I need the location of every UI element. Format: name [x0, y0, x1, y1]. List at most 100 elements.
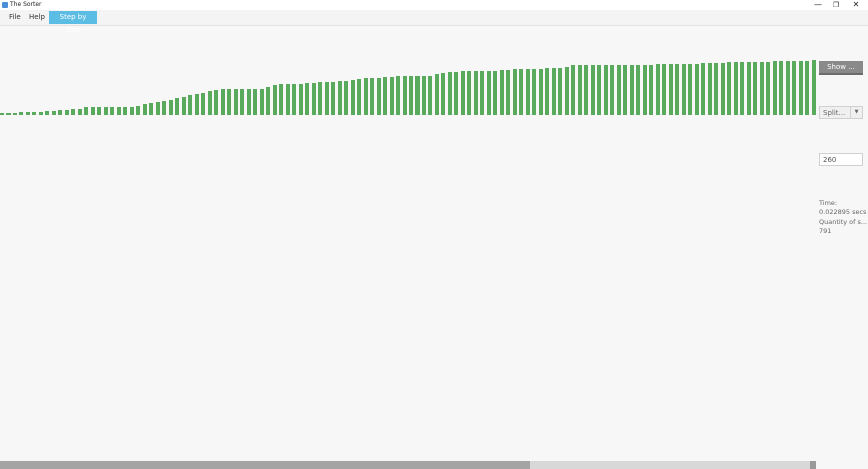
- sort-bar: [285, 83, 290, 115]
- sort-bar: [409, 75, 414, 115]
- sort-bar: [201, 93, 206, 115]
- scrollbar-end-handle[interactable]: [810, 461, 816, 469]
- sort-bar: [493, 70, 498, 115]
- sort-bar: [720, 62, 725, 115]
- sort-bar: [623, 64, 628, 115]
- close-button[interactable]: ✕: [852, 0, 860, 9]
- sort-bar: [357, 78, 362, 115]
- sort-bar: [714, 62, 719, 115]
- sort-bar: [240, 89, 245, 115]
- sort-bar: [227, 89, 232, 115]
- sort-bar: [162, 101, 167, 115]
- sort-bar: [610, 64, 615, 115]
- array-size-input[interactable]: [819, 153, 863, 166]
- horizontal-scrollbar[interactable]: [0, 461, 816, 469]
- sort-bar: [766, 61, 771, 115]
- sort-bar: [142, 104, 147, 115]
- sort-bar: [727, 61, 732, 115]
- sort-bar: [136, 106, 141, 115]
- sort-bar: [545, 67, 550, 115]
- sort-bar: [233, 89, 238, 115]
- sort-bar: [383, 76, 388, 115]
- sort-bar: [486, 70, 491, 115]
- sort-bar: [460, 70, 465, 115]
- sort-bar: [473, 70, 478, 115]
- sort-bar: [350, 79, 355, 115]
- menu-step-by-step[interactable]: Step by Step: [49, 11, 97, 34]
- sort-bar: [506, 69, 511, 115]
- sort-bar: [467, 70, 472, 115]
- sort-bar: [84, 107, 89, 115]
- sort-bar: [396, 75, 401, 115]
- sort-bar: [636, 64, 641, 115]
- sort-bar: [188, 95, 193, 115]
- sort-bar: [792, 60, 797, 115]
- sort-bar: [155, 102, 160, 115]
- sort-bar: [71, 109, 76, 115]
- title-bar: The Sorter — ❐ ✕: [0, 0, 868, 10]
- sort-bar: [344, 80, 349, 115]
- sort-bar: [214, 90, 219, 115]
- sort-bar: [740, 61, 745, 115]
- sort-bar: [499, 69, 504, 115]
- sort-bar: [129, 107, 134, 115]
- sort-bar: [32, 112, 37, 115]
- sort-bar: [428, 75, 433, 115]
- quantity-label: Quantity of s...: [819, 218, 868, 226]
- sort-bar: [331, 81, 336, 115]
- sort-bar: [38, 112, 43, 115]
- time-value: 0.022895 secs: [819, 208, 867, 216]
- app-icon: [2, 2, 8, 8]
- sort-bar: [25, 112, 30, 115]
- sort-bar: [434, 73, 439, 115]
- time-label: Time:: [819, 199, 838, 207]
- sort-bar: [51, 111, 56, 115]
- sort-bar: [292, 83, 297, 115]
- sort-bar: [149, 103, 154, 115]
- sort-bar: [77, 109, 82, 115]
- chevron-down-icon[interactable]: ▼: [850, 107, 862, 118]
- sort-bar: [45, 111, 50, 115]
- sort-bar: [90, 107, 95, 115]
- sort-bar: [701, 62, 706, 115]
- sort-bar: [12, 113, 17, 115]
- sort-bar: [447, 71, 452, 115]
- scrollbar-thumb[interactable]: [0, 461, 531, 469]
- maximize-button[interactable]: ❐: [832, 1, 840, 9]
- sort-bar: [746, 61, 751, 115]
- show-button[interactable]: Show ...: [819, 61, 863, 75]
- sort-bar: [19, 112, 24, 115]
- window-title: The Sorter: [10, 1, 42, 8]
- minimize-button[interactable]: —: [814, 0, 822, 9]
- sort-bar: [772, 60, 777, 115]
- menu-file[interactable]: File: [9, 13, 21, 21]
- sort-bar: [376, 77, 381, 115]
- sort-bar: [753, 61, 758, 115]
- sort-bar: [318, 81, 323, 115]
- sort-bar: [415, 75, 420, 115]
- sort-bar: [246, 89, 251, 115]
- sort-bar: [58, 110, 63, 115]
- sort-bar: [694, 63, 699, 115]
- sort-bar: [564, 66, 569, 115]
- sort-bar: [103, 107, 108, 115]
- sort-bar: [805, 60, 810, 115]
- split-dropdown-label: Split...: [823, 109, 846, 117]
- sort-bar: [324, 81, 329, 115]
- sort-bar: [207, 91, 212, 115]
- sort-bars-area: [0, 25, 818, 120]
- sort-bar: [298, 83, 303, 115]
- menu-help[interactable]: Help: [29, 13, 45, 21]
- sort-bar: [551, 67, 556, 115]
- sort-bar: [681, 63, 686, 115]
- sort-bar: [337, 80, 342, 115]
- sort-bar: [175, 98, 180, 115]
- split-dropdown[interactable]: Split... ▼: [819, 106, 863, 119]
- sort-bar: [603, 64, 608, 115]
- sort-bar: [266, 86, 271, 115]
- sort-bar: [0, 113, 5, 115]
- sort-bar: [733, 61, 738, 115]
- sort-bar: [798, 60, 803, 115]
- sort-bar: [707, 62, 712, 115]
- sort-bar: [253, 89, 258, 115]
